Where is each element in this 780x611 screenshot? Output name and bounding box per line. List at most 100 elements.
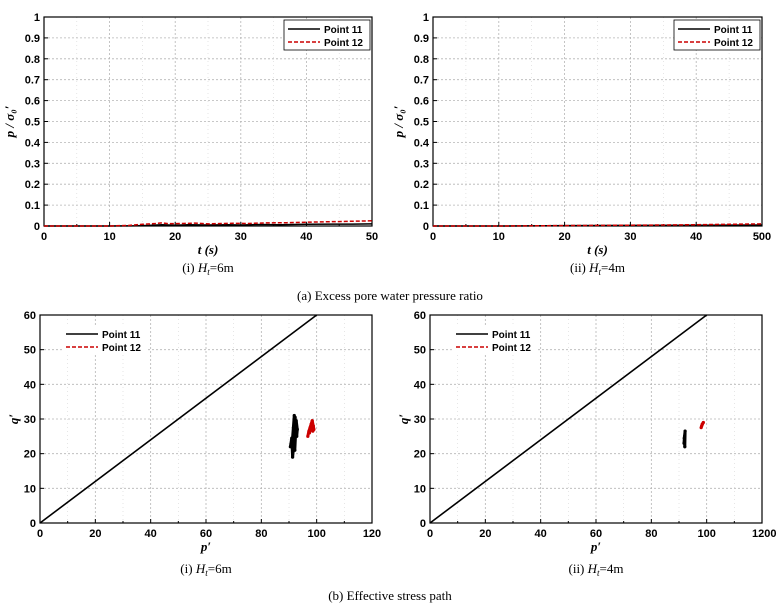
y-tick-label: 0.9 <box>414 33 429 45</box>
x-tick-label: 20 <box>558 231 570 243</box>
y-tick-label: 0.8 <box>414 54 429 66</box>
x-tick-label: 80 <box>645 528 657 540</box>
x-tick-label: 0 <box>430 231 436 243</box>
data-point <box>294 419 298 423</box>
series-line-point-12 <box>306 419 316 437</box>
row-caption-b: (b) Effective stress path <box>328 588 452 603</box>
data-point <box>292 413 296 418</box>
y-tick-label: 1 <box>423 12 429 24</box>
data-point <box>307 431 312 435</box>
y-tick-label: 0.7 <box>25 75 40 87</box>
x-tick-label: 0 <box>427 528 433 540</box>
data-point <box>683 429 687 433</box>
y-tick-label: 0.1 <box>414 200 429 212</box>
data-point <box>309 422 313 426</box>
data-point <box>292 431 297 435</box>
panel-caption: (ii) Ht=4m <box>569 561 624 578</box>
data-point <box>309 425 313 429</box>
x-tick-label: 30 <box>624 231 636 243</box>
y-tick-label: 0.4 <box>414 137 430 149</box>
y-tick-label: 0.1 <box>25 200 40 212</box>
x-tick-label: 40 <box>535 528 547 540</box>
legend: Point 11 Point 12 <box>452 325 538 355</box>
y-tick-label: 10 <box>414 483 426 495</box>
data-point <box>293 448 297 452</box>
caption-subscript: t <box>207 267 210 277</box>
y-tick-label: 60 <box>24 310 36 322</box>
caption-subscript: t <box>205 568 208 578</box>
caption-index: (i) <box>182 260 198 275</box>
y-tick-label: 10 <box>24 483 36 495</box>
y-tick-label: 50 <box>24 345 36 357</box>
data-point <box>310 419 314 423</box>
caption-variable: H <box>197 260 208 275</box>
legend-label: Point 11 <box>714 25 753 36</box>
series-line-point-12 <box>433 223 763 227</box>
legend-label: Point 11 <box>102 330 141 341</box>
y-tick-label: 0.6 <box>414 96 429 108</box>
y-tick-label: 40 <box>414 379 426 391</box>
y-tick-label: 30 <box>414 414 426 426</box>
y-tick-label: 0 <box>423 221 429 233</box>
y-tick-label: 0 <box>420 518 426 530</box>
x-tick-label: 20 <box>169 231 181 243</box>
series-line-point-12 <box>44 220 373 227</box>
data-point <box>295 427 299 431</box>
y-tick-label: 0 <box>34 221 40 233</box>
x-tick-label: 20 <box>89 528 101 540</box>
legend-label: Point 12 <box>102 343 141 354</box>
caption-variable: H <box>588 260 599 275</box>
y-tick-label: 0.7 <box>414 75 429 87</box>
reference-line <box>429 314 708 524</box>
data-point <box>288 445 292 449</box>
caption-variable: H <box>587 561 598 576</box>
caption-index: (ii) <box>570 260 589 275</box>
y-tick-label: 0.5 <box>25 117 40 129</box>
legend-label: Point 12 <box>492 343 531 354</box>
chart-panel-0: 0 10 20 30 40 50 0 0.1 0.2 0.3 0.4 0.5 0.6 0.7 0.8 0.9 1… <box>2 12 378 277</box>
caption-index: (i) <box>180 561 196 576</box>
data-point <box>295 434 299 438</box>
caption-value: =4m <box>600 561 624 576</box>
data-point <box>701 420 705 425</box>
chart-panel-1: 0 10 20 30 40 500 0 0.1 0.2 0.3 0.4 0.5 0.6 0.7 0.8 0.9… <box>391 12 771 277</box>
y-tick-label: 50 <box>414 345 426 357</box>
y-tick-label: 0.2 <box>25 179 40 191</box>
x-tick-label: 0 <box>37 528 43 540</box>
y-tick-label: 0.8 <box>25 54 40 66</box>
legend-box <box>283 19 371 51</box>
y-axis-label: p / σ₀′ <box>391 105 406 138</box>
x-axis-label: p′ <box>590 539 602 554</box>
x-tick-label: 1200 <box>752 528 776 540</box>
x-tick-label: 0 <box>41 231 47 243</box>
legend: Point 11 Point 12 <box>283 19 371 51</box>
x-tick-label: 20 <box>479 528 491 540</box>
legend: Point 11 Point 12 <box>673 19 761 51</box>
x-tick-label: 80 <box>255 528 267 540</box>
x-axis-label: t (s) <box>198 242 219 257</box>
x-tick-label: 60 <box>590 528 602 540</box>
legend-label: Point 12 <box>324 38 363 49</box>
x-tick-label: 30 <box>235 231 247 243</box>
data-point <box>700 424 704 428</box>
y-tick-label: 20 <box>414 449 426 461</box>
caption-value: =4m <box>601 260 625 275</box>
data-point <box>290 436 294 440</box>
caption-value: =6m <box>208 561 232 576</box>
legend-box <box>62 325 148 355</box>
x-tick-label: 100 <box>307 528 325 540</box>
x-tick-label: 500 <box>753 231 771 243</box>
reference-line <box>39 314 318 524</box>
series-line-point-11 <box>44 223 373 227</box>
panel-caption: (i) Ht=6m <box>182 260 233 277</box>
y-tick-label: 40 <box>24 379 36 391</box>
y-tick-label: 20 <box>24 449 36 461</box>
legend: Point 11 Point 12 <box>62 325 148 355</box>
x-axis-label: p′ <box>200 539 212 554</box>
y-tick-label: 0.3 <box>414 158 429 170</box>
data-point <box>682 436 686 440</box>
caption-value: =6m <box>210 260 234 275</box>
x-tick-label: 120 <box>363 528 381 540</box>
